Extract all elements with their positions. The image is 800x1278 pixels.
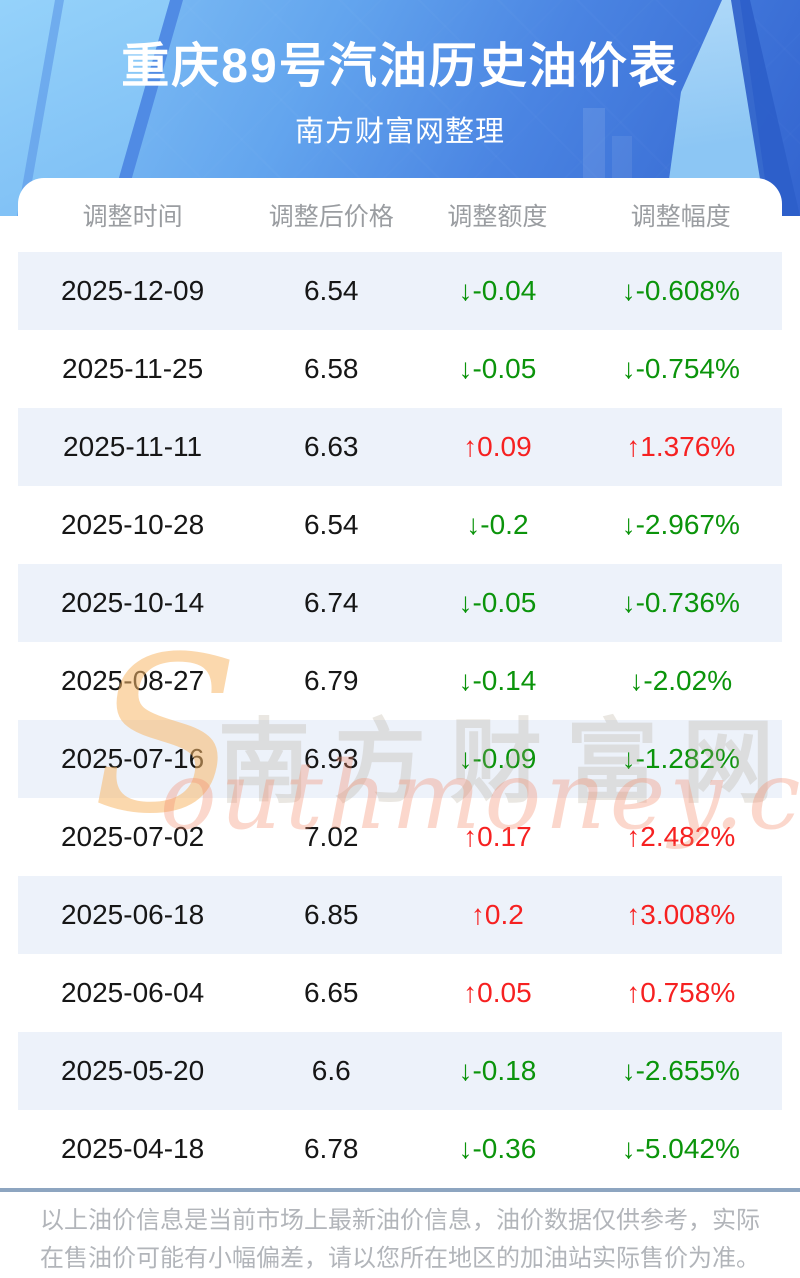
header-banner: 重庆89号汽油历史油价表 南方财富网整理 [0,0,800,216]
table-row: 2025-07-02 7.02 ↑0.17 ↑2.482% [18,798,782,876]
column-header-adjust-time: 调整时间 [82,203,183,231]
row-date: 2025-07-16 [60,743,205,774]
row-change: ↓-0.36 [458,1133,537,1164]
page-subtitle: 南方财富网整理 [294,116,505,148]
row-price: 6.78 [303,1133,359,1164]
row-date: 2025-10-28 [60,509,205,540]
table-row: 2025-11-11 6.63 ↑0.09 ↑1.376% [18,408,782,486]
row-percent: ↑1.376% [626,431,736,462]
column-header-adjust-range: 调整幅度 [630,203,731,231]
row-date: 2025-10-14 [60,587,205,618]
row-price: 6.74 [303,587,359,618]
row-percent: ↓-2.655% [621,1055,740,1086]
banner-bar-decoration [612,136,632,178]
row-date: 2025-05-20 [60,1055,205,1086]
row-date: 2025-11-25 [62,353,204,384]
row-change: ↓-0.04 [458,275,537,306]
table-row: 2025-11-25 6.58 ↓-0.05 ↓-0.754% [18,330,782,408]
table-body: 2025-12-09 6.54 ↓-0.04 ↓-0.608% 2025-11-… [18,252,782,1188]
row-date: 2025-06-04 [60,977,205,1008]
row-price: 6.85 [303,899,359,930]
row-percent: ↓-2.967% [621,509,740,540]
row-change: ↓-0.05 [458,353,537,384]
row-change: ↑0.17 [463,821,532,852]
table-row: 2025-10-14 6.74 ↓-0.05 ↓-0.736% [18,564,782,642]
row-percent: ↓-2.02% [629,665,733,696]
table-row: 2025-06-18 6.85 ↑0.2 ↑3.008% [18,876,782,954]
table-row: 2025-07-16 6.93 ↓-0.09 ↓-1.282% [18,720,782,798]
row-change: ↑0.2 [470,899,524,930]
row-change: ↓-0.14 [458,665,537,696]
table-row: 2025-05-20 6.6 ↓-0.18 ↓-2.655% [18,1032,782,1110]
row-price: 6.54 [303,509,359,540]
row-change: ↑0.09 [463,431,532,462]
row-price: 6.63 [303,431,359,462]
row-change: ↓-0.18 [458,1055,537,1086]
row-date: 2025-06-18 [60,899,205,930]
row-percent: ↓-0.608% [621,275,740,306]
row-percent: ↓-5.042% [621,1133,740,1164]
table-header-row: 调整时间 调整后价格 调整额度 调整幅度 [18,178,782,252]
row-price: 6.54 [303,275,359,306]
table-row: 2025-04-18 6.78 ↓-0.36 ↓-5.042% [18,1110,782,1188]
row-price: 7.02 [303,821,359,852]
footer-disclaimer-line2: 在售油价可能有小幅偏差，请以您所在地区的加油站实际售价为准。 [40,1245,760,1272]
table-row: 2025-08-27 6.79 ↓-0.14 ↓-2.02% [18,642,782,720]
row-percent: ↑0.758% [626,977,736,1008]
footer-disclaimer-line1: 以上油价信息是当前市场上最新油价信息，油价数据仅供参考，实际 [40,1207,760,1234]
banner-bar-decoration [583,108,605,178]
row-percent: ↓-1.282% [621,743,740,774]
footer-divider [0,1188,800,1192]
row-price: 6.93 [303,743,359,774]
row-percent: ↑3.008% [626,899,736,930]
footer-disclaimer: 以上油价信息是当前市场上最新油价信息，油价数据仅供参考，实际 在售油价可能有小幅… [0,1202,800,1278]
row-change: ↓-0.05 [458,587,537,618]
row-price: 6.58 [303,353,359,384]
row-price: 6.6 [311,1055,351,1086]
row-price: 6.65 [303,977,359,1008]
row-date: 2025-11-11 [63,431,203,462]
table-row: 2025-12-09 6.54 ↓-0.04 ↓-0.608% [18,252,782,330]
row-percent: ↑2.482% [626,821,736,852]
page-title: 重庆89号汽油历史油价表 [121,40,679,93]
price-table-card: 调整时间 调整后价格 调整额度 调整幅度 2025-12-09 6.54 ↓-0… [18,178,782,1188]
table-row: 2025-06-04 6.65 ↑0.05 ↑0.758% [18,954,782,1032]
column-header-adjust-amount: 调整额度 [447,203,548,231]
row-date: 2025-12-09 [60,275,205,306]
table-row: 2025-10-28 6.54 ↓-0.2 ↓-2.967% [18,486,782,564]
row-change: ↓-0.09 [458,743,537,774]
row-change: ↓-0.2 [466,509,529,540]
row-percent: ↓-0.754% [621,353,740,384]
row-date: 2025-08-27 [60,665,205,696]
row-percent: ↓-0.736% [621,587,740,618]
row-date: 2025-04-18 [60,1133,205,1164]
row-price: 6.79 [303,665,359,696]
row-date: 2025-07-02 [60,821,205,852]
column-header-adjusted-price: 调整后价格 [268,203,394,231]
row-change: ↑0.05 [463,977,532,1008]
